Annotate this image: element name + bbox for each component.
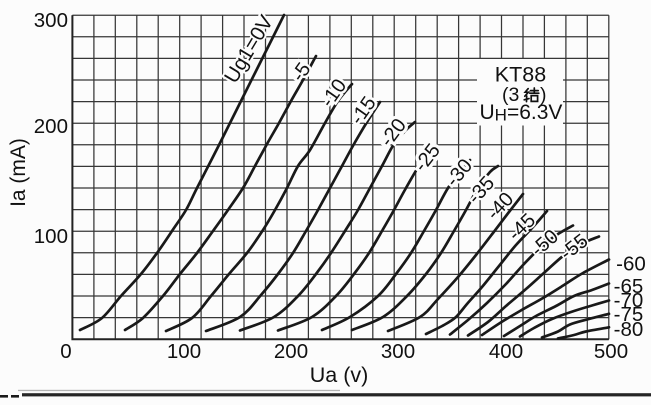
svg-text:500: 500	[594, 340, 628, 363]
svg-text:100: 100	[34, 225, 68, 248]
svg-text:0: 0	[60, 340, 71, 363]
svg-text:-75: -75	[614, 303, 644, 326]
svg-text:300: 300	[381, 340, 415, 363]
svg-text:(3: (3	[502, 84, 519, 106]
svg-text:KT88: KT88	[495, 63, 546, 87]
svg-text:UH=6.3V: UH=6.3V	[480, 101, 563, 125]
svg-text:400: 400	[489, 340, 523, 363]
svg-text:-65: -65	[614, 275, 644, 298]
svg-text:300: 300	[34, 9, 68, 32]
svg-text:Ia (mA): Ia (mA)	[7, 138, 30, 207]
svg-text:200: 200	[34, 115, 68, 138]
svg-text:200: 200	[274, 340, 308, 363]
svg-text:): )	[540, 84, 547, 106]
svg-text:-80: -80	[614, 318, 644, 341]
svg-text:-70: -70	[614, 289, 644, 312]
svg-text:100: 100	[167, 340, 201, 363]
svg-text:-60: -60	[616, 253, 646, 276]
svg-text:Ua (v): Ua (v)	[310, 363, 369, 387]
